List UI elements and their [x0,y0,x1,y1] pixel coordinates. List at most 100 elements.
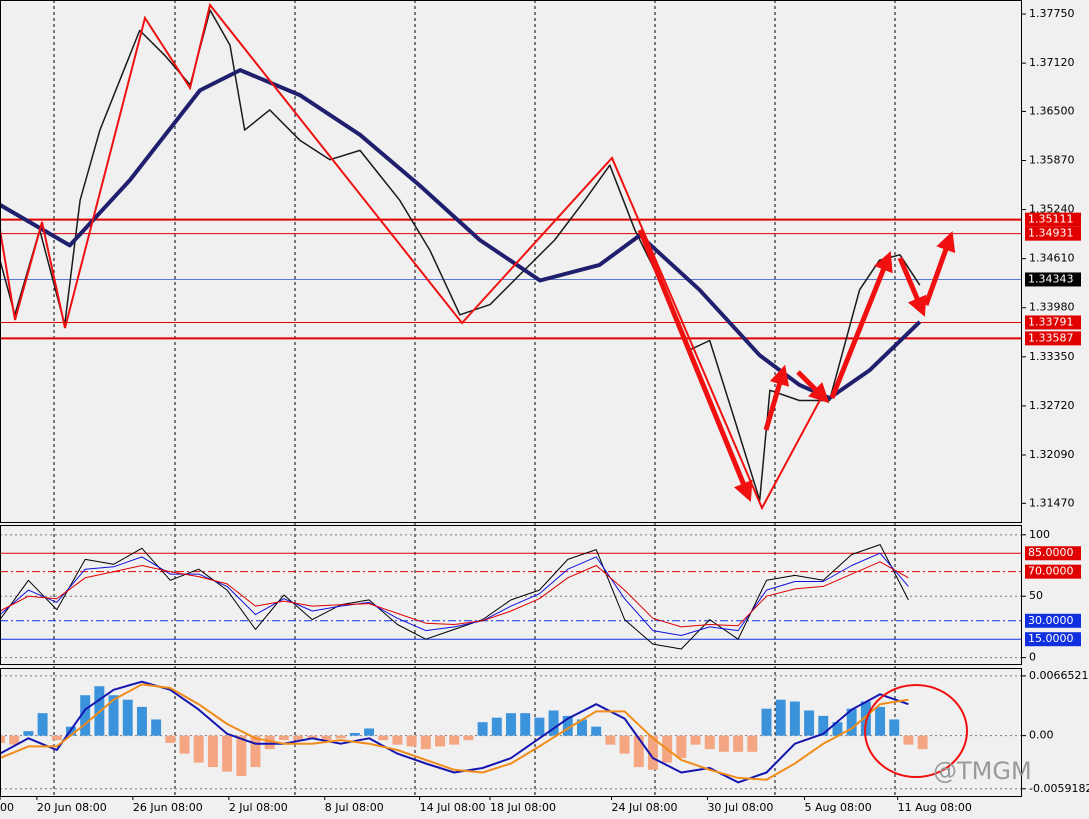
x-tick-label: 24 Jul 08:00 [611,801,677,814]
histogram-bar [37,713,48,736]
histogram-bar [577,719,587,736]
level-label-box [1025,564,1081,579]
histogram-bar [463,735,474,741]
y-tick-label: 1.35240 [1029,203,1075,216]
histogram-bar [903,735,914,745]
histogram-bar [307,735,318,739]
x-tick-label: 5 Aug 08:00 [805,801,872,814]
histogram-bar [278,735,289,741]
y-tick-label: 50 [1029,589,1043,602]
series-line [0,552,909,636]
histogram-bar [349,732,360,736]
x-tick-label: 14 Jul 08:00 [420,801,486,814]
histogram-bar [633,735,644,768]
histogram-bar [548,710,559,736]
histogram-bar [9,735,20,745]
level-label-box [1025,331,1081,346]
histogram-bar [449,735,460,745]
histogram-bar [818,715,829,736]
histogram-bar [875,706,886,736]
histogram-bar [193,735,204,763]
level-label: 1.34343 [1028,272,1074,285]
frames [0,0,1022,797]
histogram-bar [179,735,190,754]
histogram-bar [435,735,445,747]
histogram-bar [165,735,176,743]
histogram-bar [378,735,389,741]
histogram-bar [733,735,744,752]
annotations [0,2,968,778]
histogram-bar [51,735,62,741]
histogram-bar [406,735,417,747]
series-line [0,561,909,628]
level-label: 1.33791 [1028,315,1074,328]
level-label-box [1025,632,1081,647]
y-tick-label: 1.32720 [1029,399,1075,412]
histogram-bar [718,735,729,752]
histogram-bar [520,713,531,736]
level-label-box [1025,315,1081,330]
level-label-box [1025,546,1081,561]
histogram-bar [23,731,34,736]
x-tick-label: 2 Jul 08:00 [229,801,288,814]
histogram-bar [747,735,758,752]
level-label-box [1025,272,1081,287]
level-label-box [1025,613,1081,628]
y-tick-label: -0.0059182 [1029,782,1089,795]
y-tick-label: 0.00 [1029,729,1054,742]
x-tick-label: 8 Jul 08:00 [325,801,384,814]
histogram-bar [789,701,800,736]
histogram-bar [0,735,5,743]
level-label-box [1025,212,1081,227]
y-tick-label: 1.36500 [1029,104,1075,117]
histogram-bar [647,735,658,770]
histogram-bar [690,735,701,745]
histogram-bar [293,735,304,741]
histogram-bar [364,728,375,736]
histogram-bar [676,735,687,759]
watermark: @TMGM [933,757,1032,785]
series-line [0,68,922,401]
series-line [0,9,921,501]
y-tick-label: 1.34610 [1029,252,1075,265]
histogram-bar [704,735,715,750]
y-tick-label: 1.32090 [1029,448,1075,461]
histogram-bar [591,726,602,736]
x-tick-label: 11 Aug 08:00 [898,801,972,814]
histogram-bar [846,708,857,736]
x-tick-label: 20 Jun 08:00 [37,801,107,814]
x-tick-label: 18 Jul 08:00 [490,801,556,814]
y-tick-label: 1.31470 [1029,496,1075,509]
histogram-bar [151,719,162,736]
y-tick-label: 100 [1029,528,1050,541]
histogram-bar [207,735,218,768]
level-label: 1.33587 [1028,331,1074,344]
histogram-bar [80,695,91,736]
histogram-bar [562,715,573,736]
plot-area: 1.37750 1.37120 1.36500 1.35870 1.35240 1.346… [0,7,1089,814]
level-label: 1.35111 [1028,213,1074,226]
histogram-bar [832,722,843,736]
histogram-bar [264,735,275,750]
histogram-bar [605,735,616,745]
level-label: 30.0000 [1028,614,1074,627]
y-tick-label: 1.35870 [1029,153,1075,166]
histogram-bar [321,735,332,741]
histogram-bar [619,735,630,754]
histogram-bar [761,708,772,736]
y-tick-label: 1.33980 [1029,301,1075,314]
histogram-bar [889,719,900,736]
histogram-bar [420,735,431,750]
y-tick-label: 1.33350 [1029,350,1075,363]
level-label: 1.34931 [1028,227,1074,240]
histogram-bar [775,699,786,736]
histogram-bar [804,710,815,736]
histogram-bar [477,722,488,736]
histogram-bar [335,735,346,739]
x-tick-label: 26 Jun 08:00 [133,801,203,814]
level-label-box [1025,226,1081,241]
histogram-bar [534,717,545,736]
